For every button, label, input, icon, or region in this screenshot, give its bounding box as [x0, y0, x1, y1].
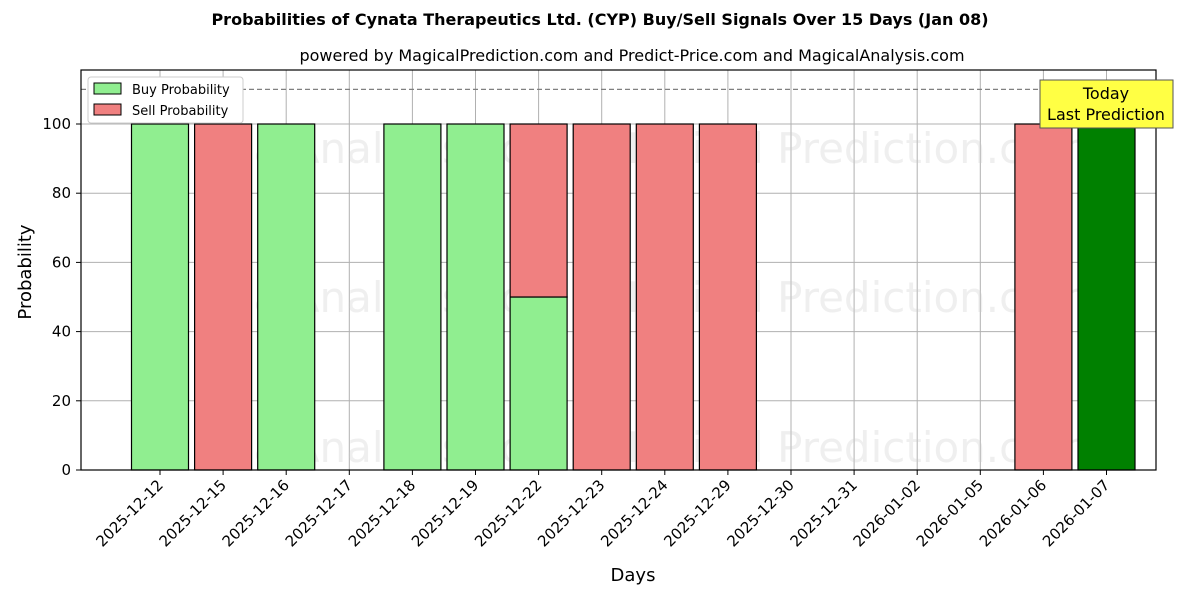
x-tick-label: 2026-01-05 — [913, 476, 987, 550]
y-tick-label: 80 — [52, 184, 71, 202]
axes-frame — [80, 69, 1157, 471]
buy-bar — [130, 123, 190, 471]
sell-bar — [572, 123, 631, 471]
buy-bar — [509, 296, 568, 471]
y-tick-label: 0 — [61, 461, 71, 479]
y-tick-label: 100 — [42, 115, 71, 133]
x-tick-label: 2025-12-19 — [408, 476, 482, 550]
x-tick-label: 2025-12-31 — [787, 476, 861, 550]
buy-bar — [257, 123, 316, 471]
y-tick-label: 20 — [52, 392, 71, 410]
x-axis-title: Days — [611, 565, 656, 586]
chart-title: Probabilities of Cynata Therapeutics Ltd… — [211, 10, 989, 29]
legend-sell-label: Sell Probability — [132, 104, 229, 119]
x-tick-label: 2026-01-02 — [850, 476, 924, 550]
chart-subtitle: powered by MagicalPrediction.com and Pre… — [299, 46, 965, 65]
annotation-line2: Last Prediction — [1047, 105, 1165, 124]
sell-bar — [635, 123, 694, 471]
sell-bar — [509, 123, 568, 298]
x-tick-label: 2025-12-15 — [156, 476, 230, 550]
buy-bar — [383, 123, 442, 471]
today-annotation — [1039, 79, 1174, 129]
x-tick-label: 2026-01-07 — [1039, 476, 1113, 550]
x-tick-label: 2025-12-23 — [534, 476, 608, 550]
x-tick-label: 2025-12-24 — [597, 476, 671, 550]
y-axis-title: Probability — [15, 224, 36, 319]
legend-buy-label: Buy Probability — [132, 83, 230, 98]
x-tick-label: 2025-12-12 — [92, 476, 166, 550]
y-tick-label: 60 — [52, 253, 71, 271]
annotation-line1: Today — [1082, 84, 1129, 103]
x-tick-label: 2026-01-06 — [976, 476, 1050, 550]
x-tick-label: 2025-12-29 — [660, 476, 734, 550]
legend — [87, 76, 244, 124]
buy-bar — [446, 123, 505, 471]
buy-bar — [1077, 123, 1136, 471]
legend-buy-swatch — [93, 82, 122, 95]
sell-bar — [1014, 123, 1073, 471]
legend-sell-swatch — [93, 103, 122, 116]
x-tick-label: 2025-12-17 — [282, 476, 356, 550]
y-tick-label: 40 — [52, 323, 71, 341]
x-tick-label: 2025-12-22 — [471, 476, 545, 550]
x-tick-label: 2025-12-16 — [219, 476, 293, 550]
sell-bar — [698, 123, 758, 471]
x-tick-label: 2025-12-18 — [345, 476, 419, 550]
x-tick-label: 2025-12-30 — [723, 476, 797, 550]
sell-bar — [194, 123, 253, 471]
